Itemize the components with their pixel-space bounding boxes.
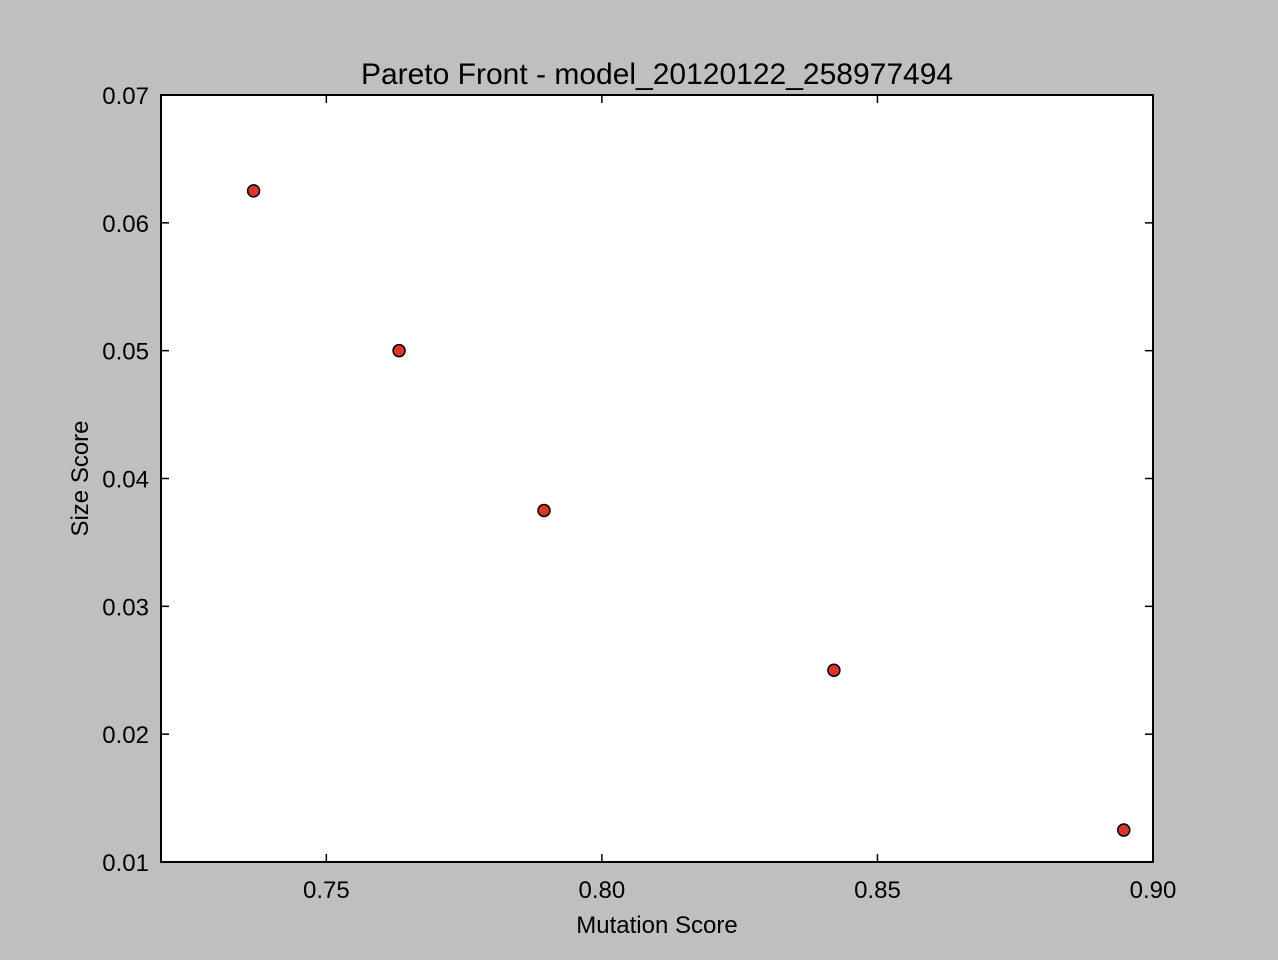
- x-tick-label: 0.80: [579, 877, 626, 904]
- y-tick-label: 0.07: [102, 83, 149, 110]
- y-tick-label: 0.04: [102, 467, 149, 494]
- plot-frame: [160, 94, 1154, 863]
- data-point: [537, 503, 551, 518]
- data-point: [392, 343, 406, 358]
- data-point: [827, 663, 841, 677]
- y-tick-label: 0.02: [102, 722, 149, 749]
- y-tick-label: 0.06: [102, 211, 149, 238]
- y-tick-label: 0.05: [102, 339, 149, 366]
- y-tick-labels: 0.01 0.02 0.03 0.04 0.05 0.06 0.07: [102, 83, 149, 877]
- y-tick-label: 0.01: [102, 850, 149, 877]
- data-point: [246, 184, 261, 198]
- y-axis-label: Size Score: [67, 420, 94, 536]
- x-tick-labels: 0.75 0.80 0.85 0.90: [303, 877, 1176, 904]
- x-axis-label: Mutation Score: [576, 912, 737, 939]
- x-tick-label: 0.75: [303, 877, 350, 904]
- y-tick-label: 0.03: [102, 594, 149, 621]
- x-tick-label: 0.85: [854, 877, 901, 904]
- plot-area: [161, 95, 1153, 862]
- x-tick-label: 0.90: [1130, 877, 1177, 904]
- data-points: [246, 184, 1131, 837]
- data-point: [1117, 823, 1131, 837]
- chart-title: Pareto Front - model_20120122_258977494: [361, 58, 953, 91]
